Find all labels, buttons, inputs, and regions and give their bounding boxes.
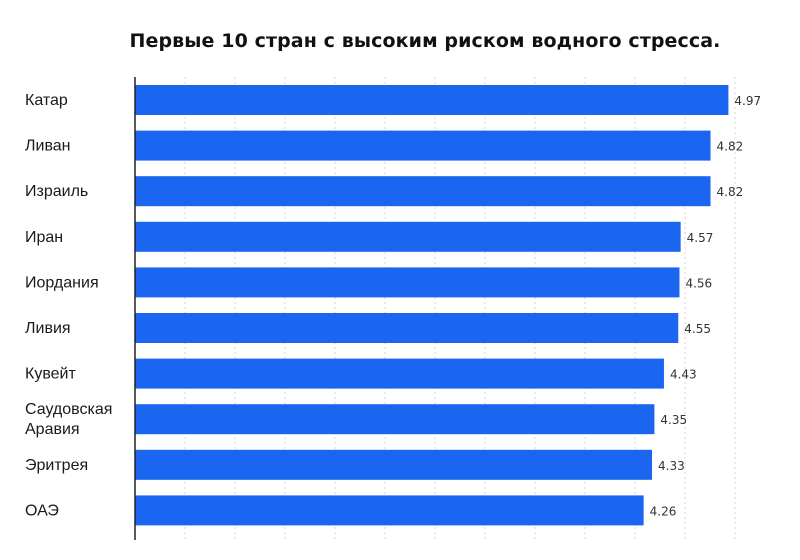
category-label: ОАЭ (25, 502, 59, 519)
value-label: 4.82 (717, 140, 744, 154)
value-label: 4.26 (650, 504, 677, 518)
category-label: Ливия (25, 320, 71, 337)
chart-title: Первые 10 стран с высоким риском водного… (129, 30, 721, 52)
bar (135, 449, 653, 480)
bar (135, 267, 680, 298)
category-label: Иран (25, 229, 63, 246)
bar (135, 404, 655, 435)
value-label: 4.97 (734, 94, 761, 108)
category-label: Кувейт (25, 366, 76, 383)
bar (135, 313, 679, 343)
bar (135, 358, 664, 389)
bar (135, 176, 711, 207)
value-label: 4.56 (685, 276, 712, 290)
category-label: Израиль (25, 183, 88, 200)
value-label: 4.55 (684, 322, 711, 336)
value-label: 4.33 (658, 459, 685, 473)
bar (135, 221, 681, 252)
value-labels: 4.97 4.82 4.82 4.57 4.56 4.55 4.43 4.35 4.33 4.26 (650, 94, 761, 518)
category-labels: Катар Ливан Израиль Иран Иордания Ливия Кувейт… (25, 92, 112, 519)
value-label: 4.82 (717, 185, 744, 199)
bars (135, 85, 729, 526)
category-label: Эритрея (25, 457, 88, 474)
category-label: Аравия (25, 421, 80, 438)
bar (135, 130, 711, 161)
value-label: 4.57 (687, 231, 714, 245)
bar (135, 85, 729, 115)
category-label: Иордания (25, 274, 99, 291)
value-label: 4.35 (660, 413, 687, 427)
category-label: Саудовская (25, 401, 112, 418)
category-label: Катар (25, 92, 68, 109)
bar (135, 495, 644, 526)
category-label: Ливан (25, 138, 71, 155)
value-label: 4.43 (670, 368, 697, 382)
